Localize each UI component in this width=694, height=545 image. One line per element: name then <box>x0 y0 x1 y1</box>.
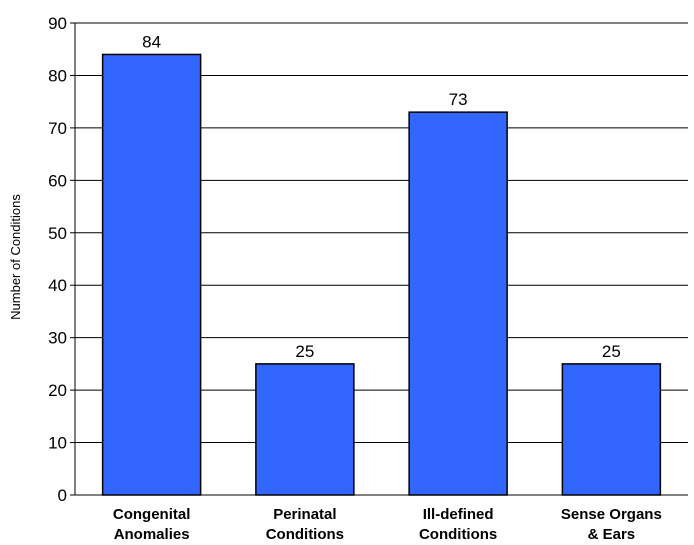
x-tick-label-line: Perinatal <box>273 506 336 523</box>
y-tick-label: 30 <box>48 329 67 348</box>
axes <box>70 22 688 496</box>
y-tick-label: 40 <box>48 276 67 295</box>
y-axis-title: Number of Conditions <box>8 194 23 320</box>
y-tick-label: 60 <box>48 171 67 190</box>
x-tick-label: Ill-defined Conditions <box>419 506 497 543</box>
bars <box>101 53 662 496</box>
data-label: 25 <box>602 342 621 361</box>
bar <box>561 363 662 496</box>
x-tick-label-line: Congenital <box>113 506 191 523</box>
bar <box>101 53 202 496</box>
x-tick-label-line: & Ears <box>588 526 636 543</box>
x-tick-label-line: Conditions <box>266 526 344 543</box>
y-tick-label: 70 <box>48 119 67 138</box>
data-labels: 84 25 73 25 <box>142 32 621 360</box>
x-tick-label-line: Anomalies <box>114 526 190 543</box>
data-label: 84 <box>142 32 161 51</box>
y-tick-labels: 0 10 20 30 40 50 60 70 80 90 <box>48 14 67 505</box>
y-tick-label: 90 <box>48 14 67 33</box>
bar <box>255 363 355 496</box>
y-tick-label: 80 <box>48 66 67 85</box>
y-tick-label: 20 <box>48 381 67 400</box>
x-tick-label-line: Conditions <box>419 526 497 543</box>
data-label: 73 <box>449 90 468 109</box>
x-tick-label: Congenital Anomalies <box>113 506 191 543</box>
y-tick-label: 10 <box>48 434 67 453</box>
x-tick-label-line: Sense Organs <box>561 506 662 523</box>
x-tick-label-line: Ill-defined <box>423 506 494 523</box>
y-tick-label: 50 <box>48 224 67 243</box>
y-tick-label: 0 <box>58 486 67 505</box>
x-tick-label: Sense Organs & Ears <box>561 506 662 543</box>
x-tick-label: Perinatal Conditions <box>266 506 344 543</box>
bar <box>408 111 508 496</box>
data-label: 25 <box>295 342 314 361</box>
